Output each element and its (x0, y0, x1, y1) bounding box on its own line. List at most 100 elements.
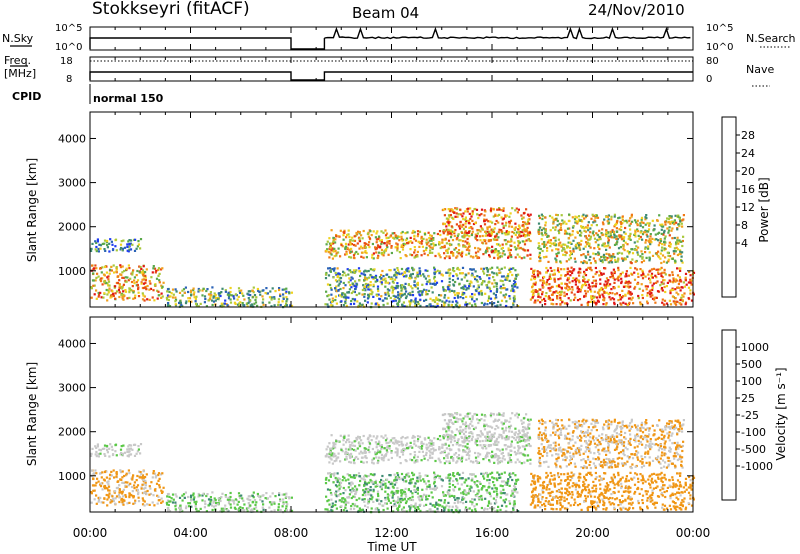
echo-cell (152, 289, 155, 292)
echo-cell (688, 270, 691, 274)
echo-cell (483, 220, 486, 223)
echo-cell (135, 281, 138, 284)
echo-cell (541, 249, 544, 253)
echo-cell (624, 275, 627, 278)
echo-cell (127, 250, 130, 253)
echo-cell (192, 498, 195, 501)
echo-cell (413, 280, 416, 283)
echo-cell (92, 272, 95, 275)
echo-cell (572, 247, 575, 250)
echo-cell (542, 286, 545, 289)
echo-cell (544, 216, 547, 219)
echo-cell (614, 260, 617, 263)
echo-cell (593, 247, 596, 250)
echo-cell (377, 459, 380, 462)
echo-cell (443, 244, 446, 247)
echo-cell (429, 439, 432, 442)
echo-cell (121, 265, 124, 268)
echo-cell (139, 271, 142, 274)
echo-cell (473, 300, 476, 303)
echo-cell (190, 505, 193, 508)
echo-cell (460, 272, 463, 275)
echo-cell (143, 504, 146, 507)
echo-cell (175, 290, 178, 293)
echo-cell (506, 438, 509, 441)
echo-cell (496, 214, 499, 217)
echo-cell (342, 238, 345, 241)
echo-cell (335, 457, 338, 460)
echo-cell (288, 496, 291, 499)
echo-cell (180, 303, 183, 306)
echo-cell (584, 282, 587, 286)
echo-cell (362, 461, 365, 464)
echo-cell (660, 232, 663, 235)
echo-cell (587, 266, 590, 269)
echo-cell (374, 453, 377, 456)
echo-cell (644, 247, 647, 250)
echo-cell (119, 264, 122, 267)
echo-cell (546, 235, 549, 238)
echo-cell (628, 219, 631, 222)
echo-cell (522, 212, 526, 215)
echo-cell (174, 503, 178, 506)
echo-cell (347, 229, 350, 232)
echo-cell (464, 430, 467, 433)
echo-cell (234, 293, 237, 296)
echo-cell (447, 284, 450, 287)
echo-cell (489, 302, 492, 305)
echo-cell (466, 446, 469, 449)
echo-cell (518, 460, 521, 463)
echo-cell (262, 494, 265, 497)
echo-cell (462, 450, 465, 453)
echo-cell (521, 422, 524, 425)
echo-cell (542, 227, 545, 230)
echo-cell (436, 269, 439, 272)
echo-cell (360, 255, 363, 258)
echo-cell (416, 271, 419, 274)
echo-cell (332, 240, 335, 243)
echo-cell (613, 270, 616, 273)
echo-cell (122, 239, 125, 242)
ytick-label: 3000 (58, 177, 86, 190)
echo-cell (203, 295, 207, 298)
echo-cell (427, 241, 430, 244)
echo-cell (488, 254, 491, 257)
echo-cell (471, 432, 474, 435)
echo-cell (450, 430, 453, 433)
echo-cell (554, 226, 557, 229)
echo-cell (676, 227, 679, 230)
echo-cell (589, 231, 592, 234)
echo-cell (168, 495, 171, 498)
echo-cell (330, 242, 333, 245)
echo-cell (485, 454, 488, 457)
echo-cell (481, 281, 484, 285)
echo-cell (120, 491, 123, 494)
echo-cell (402, 275, 406, 278)
echo-cell (397, 294, 400, 297)
echo-cell (285, 509, 288, 512)
echo-cell (574, 260, 577, 263)
echo-cell (455, 413, 459, 416)
echo-cell (479, 444, 482, 447)
echo-cell (571, 226, 575, 229)
echo-cell (502, 412, 505, 415)
echo-cell (521, 229, 524, 232)
echo-cell (364, 451, 368, 454)
echo-cell (592, 230, 595, 233)
echo-cell (372, 295, 375, 298)
echo-cell (367, 269, 370, 273)
echo-cell (633, 278, 637, 281)
echo-cell (477, 284, 480, 287)
echo-cell (111, 498, 114, 502)
echo-cell (664, 256, 667, 259)
echo-cell (661, 271, 664, 274)
echo-cell (143, 299, 146, 302)
echo-cell (425, 290, 428, 293)
echo-cell (560, 245, 563, 248)
echo-cell (496, 274, 499, 277)
echo-cell (258, 495, 261, 498)
echo-cell (478, 229, 481, 232)
echo-cell (404, 437, 407, 440)
echo-cell (437, 457, 440, 460)
echo-cell (410, 276, 413, 279)
